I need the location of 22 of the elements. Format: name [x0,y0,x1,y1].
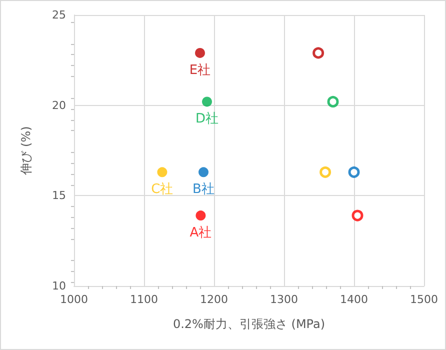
series-label: C社 [151,182,174,198]
x-tick-label: 1400 [340,293,368,306]
y-axis-title: 伸び (%) [19,126,33,176]
point [195,48,205,58]
y-tick-label: 20 [52,98,66,112]
y-tick-label: 15 [52,189,66,202]
series-label: B社 [192,182,214,198]
series-label: E社 [189,62,211,78]
point [198,167,208,178]
series-label: D社 [195,112,219,127]
y-tick-label: 25 [52,8,66,22]
x-tick-label: 1200 [200,293,228,306]
series-label: A社 [190,226,212,241]
y-tick-label: 10 [52,280,66,292]
x-tick-label: 1100 [130,293,158,306]
x-axis-title: 0.2%耐力、引張強さ (MPa) [172,317,326,331]
x-tick-label: 1300 [270,293,298,306]
point [157,167,168,178]
point [202,96,212,107]
x-tick-label: 1500 [410,293,438,306]
point [196,210,206,221]
x-tick-label: 1000 [60,293,88,306]
